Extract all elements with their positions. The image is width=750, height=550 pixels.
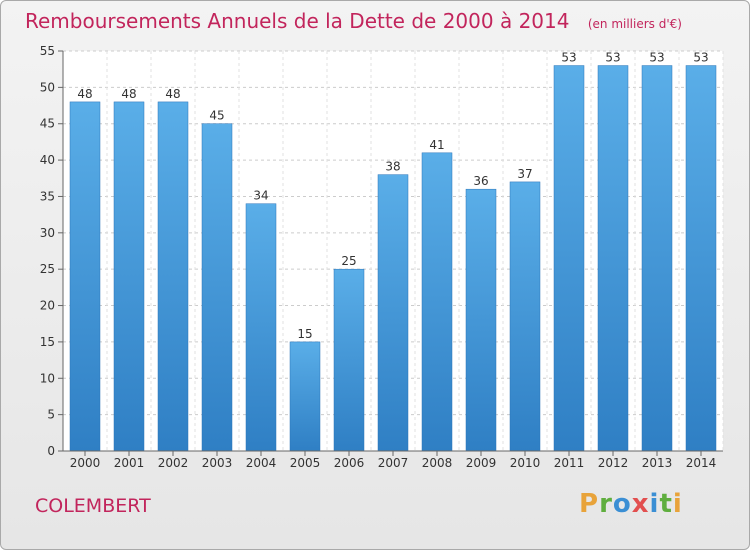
x-tick-label-2013: 2013 bbox=[642, 456, 673, 470]
logo-letter: t bbox=[659, 489, 673, 519]
bar-2002 bbox=[157, 101, 189, 452]
logo-letter: x bbox=[631, 489, 650, 519]
bar-2003 bbox=[201, 123, 233, 452]
x-tick-label-2011: 2011 bbox=[554, 456, 585, 470]
y-tick-label: 45 bbox=[40, 117, 55, 131]
data-label-2000: 48 bbox=[77, 87, 92, 101]
logo-letter: o bbox=[612, 489, 632, 519]
y-tick-label: 15 bbox=[40, 335, 55, 349]
y-tick-label: 25 bbox=[40, 262, 55, 276]
x-tick-label-2000: 2000 bbox=[70, 456, 101, 470]
y-tick-label: 30 bbox=[40, 226, 55, 240]
data-label-2003: 45 bbox=[209, 109, 224, 123]
axes: 0 5 10 15 20 25 30 35 40 45 50 55 2000 2001 2002 2003 20… bbox=[40, 44, 723, 470]
data-label-2005: 15 bbox=[297, 327, 312, 341]
bar-2010 bbox=[509, 181, 541, 452]
chart-title: Remboursements Annuels de la Dette de 20… bbox=[25, 9, 682, 33]
y-tick-label: 5 bbox=[47, 408, 55, 422]
y-tick-label: 35 bbox=[40, 189, 55, 203]
bars bbox=[69, 65, 717, 452]
x-tick-label-2007: 2007 bbox=[378, 456, 409, 470]
bar-2005 bbox=[289, 341, 321, 452]
data-labels: 48 48 48 45 34 15 25 38 41 36 37 53 53 53 53 bbox=[77, 51, 708, 341]
y-tick-label: 40 bbox=[40, 153, 55, 167]
bar-2012 bbox=[597, 65, 629, 452]
x-tick-label-2001: 2001 bbox=[114, 456, 145, 470]
data-label-2013: 53 bbox=[649, 51, 664, 65]
x-tick-label-2014: 2014 bbox=[686, 456, 717, 470]
data-label-2007: 38 bbox=[385, 160, 400, 174]
bar-2006 bbox=[333, 268, 365, 452]
x-tick-label-2010: 2010 bbox=[510, 456, 541, 470]
x-tick-label-2009: 2009 bbox=[466, 456, 497, 470]
bar-2000 bbox=[69, 101, 101, 452]
bar-2013 bbox=[641, 65, 673, 452]
data-label-2011: 53 bbox=[561, 51, 576, 65]
x-tick-label-2006: 2006 bbox=[334, 456, 365, 470]
data-label-2009: 36 bbox=[473, 174, 488, 188]
data-label-2004: 34 bbox=[253, 189, 268, 203]
bar-2004 bbox=[245, 203, 277, 452]
data-label-2006: 25 bbox=[341, 254, 356, 268]
data-label-2002: 48 bbox=[165, 87, 180, 101]
x-tick-label-2003: 2003 bbox=[202, 456, 233, 470]
logo-letter: i bbox=[649, 489, 660, 519]
y-tick-label: 55 bbox=[40, 44, 55, 58]
logo-letter: P bbox=[579, 489, 600, 519]
data-label-2010: 37 bbox=[517, 167, 532, 181]
data-label-2012: 53 bbox=[605, 51, 620, 65]
bar-2008 bbox=[421, 152, 453, 452]
data-label-2001: 48 bbox=[121, 87, 136, 101]
y-tick-label: 10 bbox=[40, 371, 55, 385]
bar-2014 bbox=[685, 65, 717, 452]
x-tick-label-2005: 2005 bbox=[290, 456, 321, 470]
bar-2001 bbox=[113, 101, 145, 452]
commune-name: COLEMBERT bbox=[35, 495, 151, 517]
y-tick-label: 50 bbox=[40, 80, 55, 94]
x-tick-label-2002: 2002 bbox=[158, 456, 189, 470]
logo-letter: i bbox=[672, 489, 683, 519]
x-tick-label-2012: 2012 bbox=[598, 456, 629, 470]
data-label-2008: 41 bbox=[429, 138, 444, 152]
y-tick-label: 20 bbox=[40, 299, 55, 313]
bar-2009 bbox=[465, 188, 497, 452]
x-tick-label-2008: 2008 bbox=[422, 456, 453, 470]
bar-2011 bbox=[553, 65, 585, 452]
chart-title-text: Remboursements Annuels de la Dette de 20… bbox=[25, 9, 570, 33]
y-tick-label: 0 bbox=[47, 444, 55, 458]
data-label-2014: 53 bbox=[693, 51, 708, 65]
bar-2007 bbox=[377, 174, 409, 452]
logo-letter: r bbox=[599, 489, 613, 519]
chart-subtitle: (en milliers d'€) bbox=[587, 17, 682, 31]
x-tick-label-2004: 2004 bbox=[246, 456, 277, 470]
proxiti-logo: Proxiti bbox=[579, 489, 683, 519]
